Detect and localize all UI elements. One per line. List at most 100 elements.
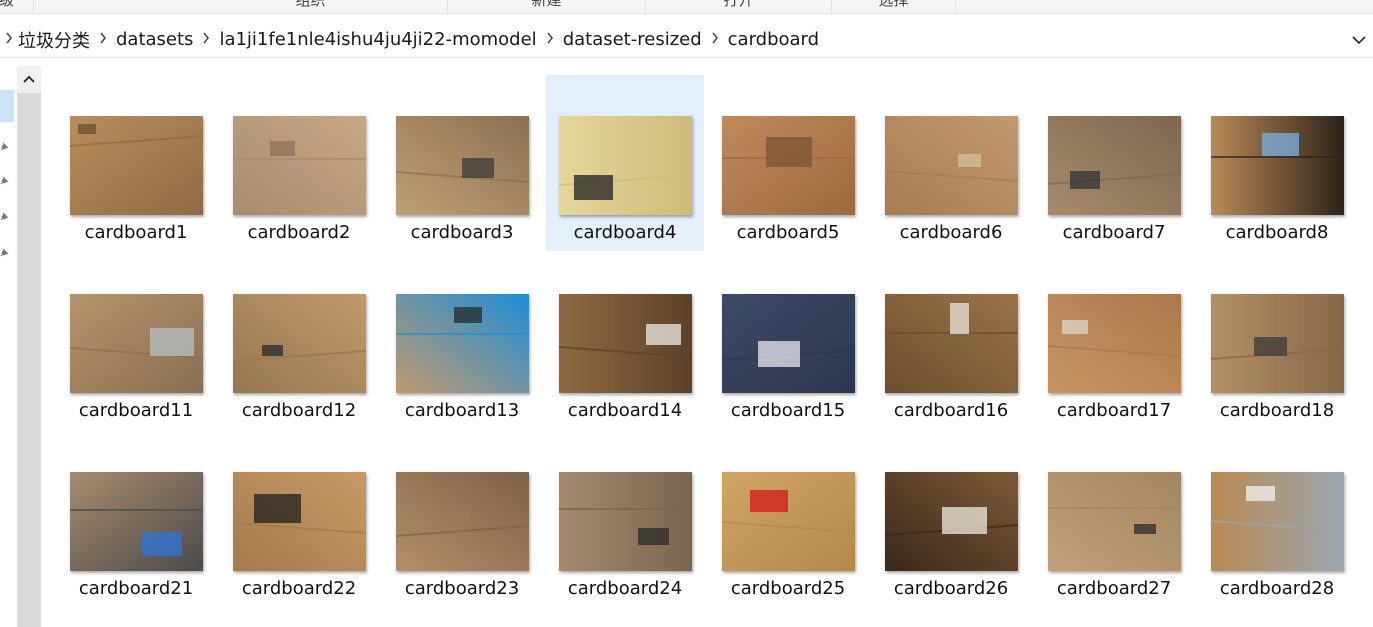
breadcrumb-item[interactable]: 垃圾分类 [18,30,90,52]
file-item[interactable]: cardboard8 [1198,75,1356,251]
file-thumbnail[interactable] [1048,472,1181,571]
file-thumbnail[interactable] [722,472,855,571]
chevron-right-icon[interactable] [702,32,728,48]
file-item[interactable]: cardboard3 [383,75,541,251]
photo-image [233,472,366,571]
file-name: cardboard2 [247,222,351,243]
chevron-up-icon[interactable] [17,66,41,92]
photo-image [1048,294,1181,393]
file-item[interactable]: cardboard27 [1035,431,1193,607]
ribbon-bar: 级 组织 新建 打开 选择 [0,0,1373,14]
file-thumbnail[interactable] [396,472,529,571]
photo-image [70,472,203,571]
file-name: cardboard14 [567,400,683,421]
file-name: cardboard12 [241,400,357,421]
file-item[interactable]: cardboard17 [1035,253,1193,429]
ribbon-group-select[interactable]: 选择 [832,0,956,13]
file-thumbnail[interactable] [559,294,692,393]
file-thumbnail[interactable] [559,472,692,571]
file-item[interactable]: cardboard7 [1035,75,1193,251]
file-thumbnail[interactable] [396,294,529,393]
ribbon-group-view[interactable]: 级 [0,0,34,13]
file-item[interactable]: cardboard11 [57,253,215,429]
file-item[interactable]: cardboard24 [546,431,704,607]
file-name: cardboard21 [78,578,194,599]
file-thumbnail[interactable] [722,116,855,215]
ribbon-group-label: 打开 [723,0,754,9]
photo-image [885,294,1018,393]
file-item[interactable]: cardboard1 [57,75,215,251]
file-item[interactable]: cardboard5 [709,75,867,251]
file-thumbnail[interactable] [1048,294,1181,393]
photo-image [1048,472,1181,571]
file-thumbnail[interactable] [885,116,1018,215]
file-name: cardboard17 [1056,400,1172,421]
file-thumbnail[interactable] [233,294,366,393]
pin-icon[interactable] [0,208,10,221]
chevron-right-icon[interactable] [193,32,219,48]
file-item[interactable]: cardboard15 [709,253,867,429]
file-thumbnail[interactable] [1211,294,1344,393]
file-thumbnail[interactable] [233,472,366,571]
file-name: cardboard4 [573,222,677,243]
ribbon-group-label: 级 [0,0,14,9]
file-thumbnail[interactable] [1048,116,1181,215]
address-bar[interactable]: 垃圾分类 datasets la1ji1fe1nle4ishu4ju4ji22-… [0,22,1373,58]
file-thumbnail[interactable] [885,472,1018,571]
file-thumbnail[interactable] [1211,472,1344,571]
file-item[interactable]: cardboard22 [220,431,378,607]
file-item[interactable]: cardboard2 [220,75,378,251]
file-thumbnail[interactable] [70,116,203,215]
breadcrumb-item[interactable]: la1ji1fe1nle4ishu4ju4ji22-momodel [219,29,537,50]
photo-image [70,294,203,393]
ribbon-group-new[interactable]: 新建 [448,0,646,13]
file-thumbnail[interactable] [722,294,855,393]
file-item[interactable]: cardboard16 [872,253,1030,429]
pin-icon[interactable] [0,138,10,151]
photo-image [396,116,529,215]
chevron-right-icon[interactable] [0,32,18,48]
file-item[interactable]: cardboard26 [872,431,1030,607]
pin-icon[interactable] [0,244,10,257]
file-name: cardboard28 [1219,578,1335,599]
file-item[interactable]: cardboard14 [546,253,704,429]
navigation-pane[interactable] [0,66,44,627]
file-name: cardboard25 [730,578,846,599]
file-thumbnail[interactable] [885,294,1018,393]
file-item[interactable]: cardboard13 [383,253,541,429]
file-item[interactable]: cardboard23 [383,431,541,607]
ribbon-group-label: 新建 [531,0,562,9]
breadcrumb-item[interactable]: datasets [116,29,194,50]
file-name: cardboard27 [1056,578,1172,599]
file-thumbnail[interactable] [1211,116,1344,215]
photo-image [1211,116,1344,215]
nav-scrollbar-thumb[interactable] [17,93,41,627]
photo-image [1211,294,1344,393]
file-name: cardboard6 [899,222,1003,243]
chevron-right-icon[interactable] [537,32,563,48]
photo-image [559,116,692,215]
file-item[interactable]: cardboard25 [709,431,867,607]
ribbon-group-open[interactable]: 打开 [646,0,832,13]
pin-icon[interactable] [0,172,10,185]
file-item[interactable]: cardboard12 [220,253,378,429]
file-thumbnail[interactable] [396,116,529,215]
breadcrumb-item[interactable]: dataset-resized [562,29,702,50]
nav-selected-item[interactable] [0,90,14,122]
file-thumbnail[interactable] [70,472,203,571]
file-item[interactable]: cardboard28 [1198,431,1356,607]
file-thumbnail[interactable] [70,294,203,393]
file-thumbnail[interactable] [559,116,692,215]
file-thumbnail[interactable] [233,116,366,215]
file-grid[interactable]: cardboard1 cardboard2 cardboard3 cardboard4… [44,58,1373,627]
chevron-down-icon[interactable] [1349,30,1369,50]
chevron-right-icon[interactable] [90,32,116,48]
file-item[interactable]: cardboard18 [1198,253,1356,429]
photo-image [396,472,529,571]
ribbon-group-organize[interactable]: 组织 [174,0,448,13]
file-item[interactable]: cardboard6 [872,75,1030,251]
breadcrumb-current[interactable]: cardboard [727,29,820,50]
file-item[interactable]: cardboard4 [546,75,704,251]
file-item[interactable]: cardboard21 [57,431,215,607]
file-name: cardboard15 [730,400,846,421]
